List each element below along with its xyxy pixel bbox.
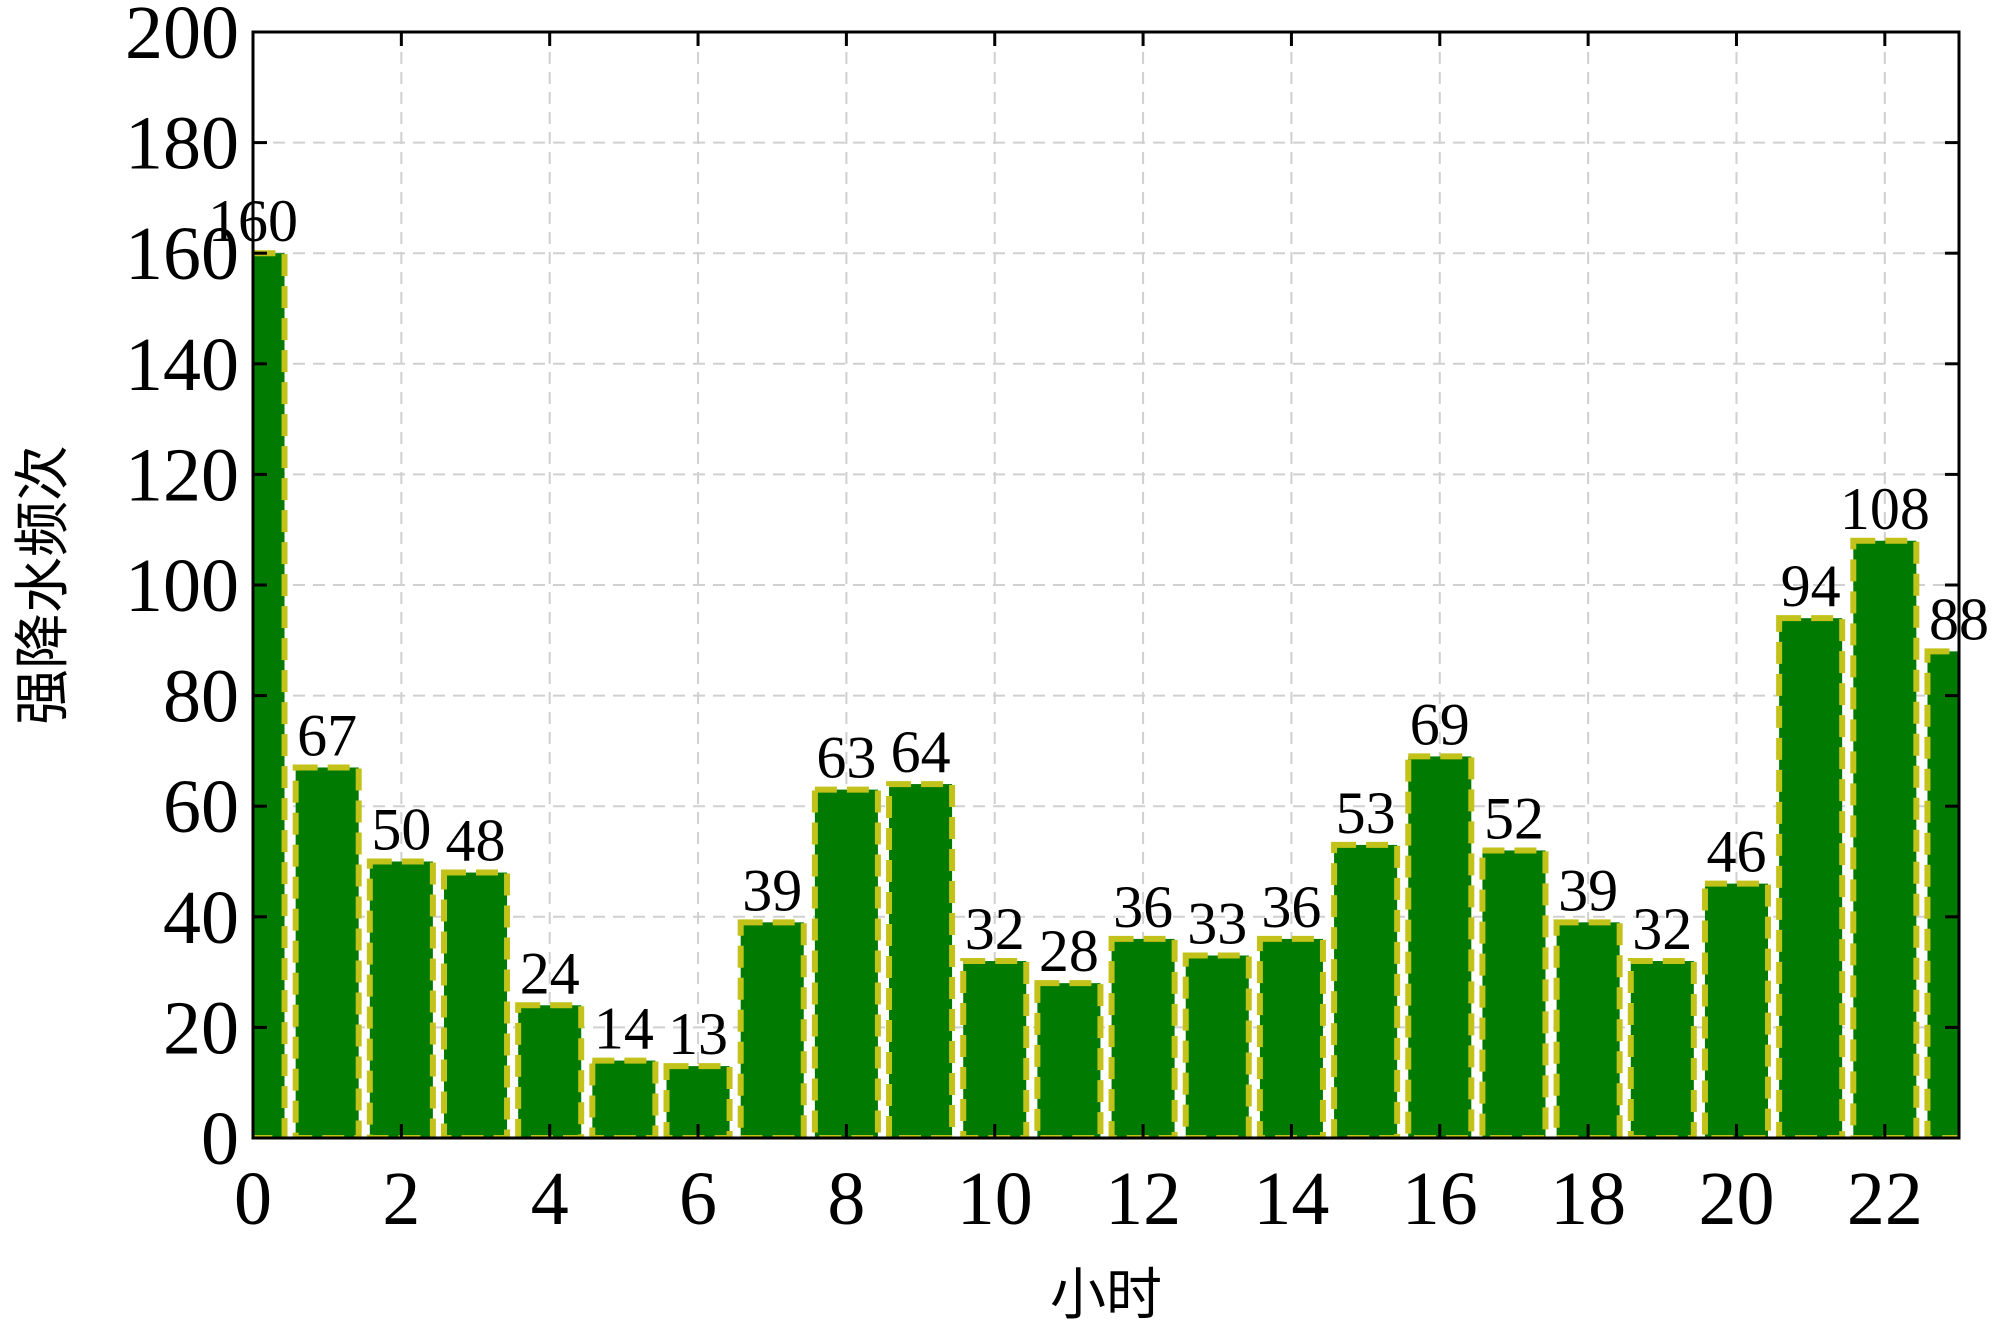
bar [1479, 847, 1549, 1138]
x-tick-label: 2 [382, 1157, 420, 1241]
x-tick-label: 10 [957, 1157, 1033, 1241]
y-tick-label: 160 [125, 212, 239, 296]
x-axis-label: 小时 [1050, 1265, 1162, 1323]
value-label: 36 [1261, 874, 1321, 940]
value-label: 32 [965, 896, 1025, 962]
value-label: 14 [594, 996, 654, 1062]
bar [886, 781, 956, 1138]
value-label: 53 [1336, 780, 1396, 846]
value-label: 88 [1929, 586, 1989, 652]
value-label: 32 [1632, 896, 1692, 962]
x-tick-label: 0 [234, 1157, 272, 1241]
value-label: 64 [891, 719, 951, 785]
bars [253, 250, 1959, 1138]
bar [1850, 537, 1920, 1138]
x-tick-label: 22 [1847, 1157, 1923, 1241]
x-tick-label: 16 [1402, 1157, 1478, 1241]
y-tick-label: 140 [125, 323, 239, 407]
bar [292, 764, 362, 1138]
x-tick-label: 6 [679, 1157, 717, 1241]
bar [1405, 753, 1475, 1138]
bar [366, 858, 436, 1138]
value-label: 69 [1410, 691, 1470, 757]
bar [1627, 958, 1697, 1138]
y-tick-label: 40 [163, 876, 239, 960]
x-tick-label: 12 [1105, 1157, 1181, 1241]
value-label: 39 [1558, 857, 1618, 923]
bar [1776, 615, 1846, 1138]
bar [737, 919, 807, 1138]
value-label: 94 [1781, 553, 1841, 619]
bar [1924, 648, 1959, 1138]
value-label: 52 [1484, 785, 1544, 851]
x-tick-label: 14 [1253, 1157, 1329, 1241]
bar [515, 1002, 585, 1138]
bar [440, 869, 511, 1138]
value-label: 39 [742, 857, 802, 923]
value-label: 24 [520, 940, 580, 1006]
value-label: 13 [668, 1001, 728, 1067]
value-label: 67 [297, 702, 357, 768]
y-tick-label: 20 [163, 986, 239, 1070]
bar [811, 786, 881, 1138]
y-tick-label: 120 [125, 433, 239, 517]
y-tick-label: 180 [125, 102, 239, 186]
bar [1701, 880, 1772, 1138]
y-axis-label: 强降水频次 [13, 445, 75, 725]
y-tick-label: 80 [163, 655, 239, 739]
x-tick-label: 8 [827, 1157, 865, 1241]
y-tick-label: 0 [201, 1097, 239, 1181]
y-tick-label: 200 [125, 0, 239, 75]
value-label: 48 [446, 808, 506, 874]
value-label: 28 [1039, 918, 1099, 984]
value-label: 50 [371, 797, 431, 863]
bar [960, 958, 1030, 1138]
x-tick-label: 18 [1550, 1157, 1626, 1241]
bar [1256, 935, 1326, 1138]
y-tick-label: 100 [125, 544, 239, 628]
bar [1034, 980, 1104, 1138]
bar [589, 1057, 659, 1138]
bar [1182, 952, 1252, 1138]
bar [1331, 841, 1401, 1138]
x-tick-label: 4 [531, 1157, 569, 1241]
value-label: 36 [1113, 874, 1173, 940]
x-tick-label: 20 [1698, 1157, 1774, 1241]
bar [1108, 935, 1178, 1138]
value-label: 33 [1187, 891, 1247, 957]
bar [1553, 919, 1623, 1138]
value-label: 160 [208, 188, 298, 254]
value-label: 63 [816, 725, 876, 791]
value-label: 108 [1840, 476, 1930, 542]
value-label: 46 [1706, 819, 1766, 885]
y-tick-label: 60 [163, 765, 239, 849]
